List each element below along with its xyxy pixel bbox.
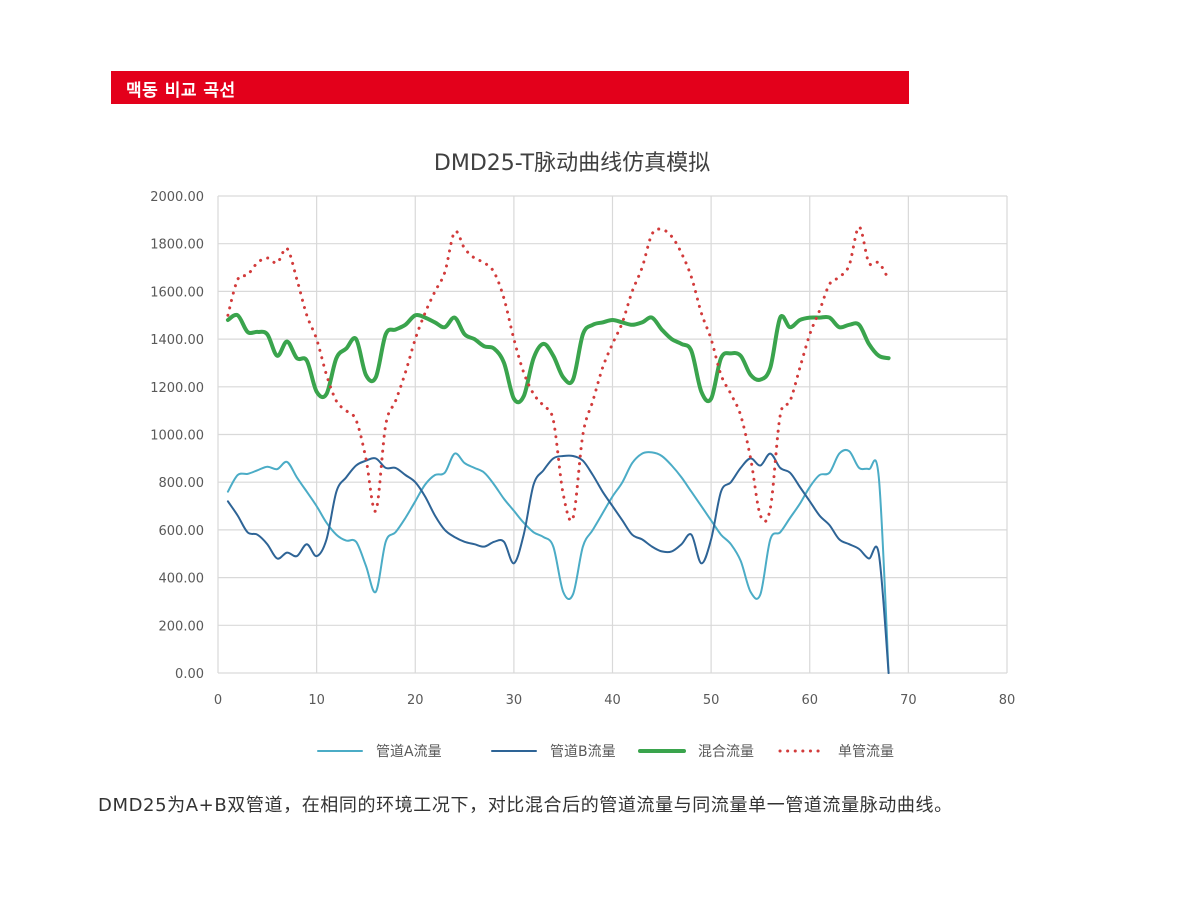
- series-line-4: [226, 225, 891, 523]
- y-tick-label: 400.00: [159, 572, 205, 587]
- x-tick-label: 40: [604, 693, 621, 708]
- y-tick-label: 2000.00: [150, 190, 204, 205]
- y-tick-label: 1600.00: [150, 285, 204, 300]
- y-tick-label: 0.00: [175, 667, 204, 682]
- x-tick-label: 70: [900, 693, 917, 708]
- legend-label-1: 管道A流量: [376, 744, 442, 760]
- axis-tick-labels: 0.00 200.00 400.00 600.00 800.00 1000.00 1200.…: [150, 190, 1015, 708]
- series-line-2: [226, 452, 890, 674]
- series-line-1: [226, 448, 890, 674]
- x-tick-label: 20: [407, 693, 424, 708]
- chart-caption: DMD25为A+B双管道，在相同的环境工况下，对比混合后的管道流量与同流量单一管…: [98, 795, 953, 816]
- legend-label-3: 混合流量: [698, 744, 754, 760]
- grid-lines: [217, 195, 1008, 674]
- chart-title: DMD25-T脉动曲线仿真模拟: [434, 151, 710, 176]
- y-tick-label: 800.00: [159, 476, 205, 491]
- y-tick-label: 1200.00: [150, 381, 204, 396]
- x-tick-label: 60: [801, 693, 818, 708]
- x-tick-label: 80: [999, 693, 1016, 708]
- legend-label-2: 管道B流量: [550, 744, 616, 760]
- y-tick-label: 1800.00: [150, 238, 204, 253]
- x-tick-label: 10: [308, 693, 325, 708]
- y-tick-label: 1000.00: [150, 429, 204, 444]
- chart-legend: 管道A流量 管道B流量 混合流量 单管流量: [317, 744, 894, 760]
- pulsation-chart: DMD25-T脉动曲线仿真模拟 0.00 200.00 400.00 600.00 80…: [150, 151, 1015, 760]
- legend-label-4: 单管流量: [838, 744, 894, 760]
- section-header-title: 맥동 비교 곡선: [126, 81, 236, 101]
- x-tick-label: 0: [214, 693, 222, 708]
- series-line-3: [225, 312, 891, 405]
- y-tick-label: 600.00: [159, 524, 205, 539]
- y-tick-label: 1400.00: [150, 333, 204, 348]
- x-tick-label: 30: [506, 693, 523, 708]
- series-lines: [225, 225, 891, 674]
- x-tick-label: 50: [703, 693, 720, 708]
- section-header-bar: 맥동 비교 곡선: [111, 71, 909, 104]
- y-tick-label: 200.00: [159, 619, 205, 634]
